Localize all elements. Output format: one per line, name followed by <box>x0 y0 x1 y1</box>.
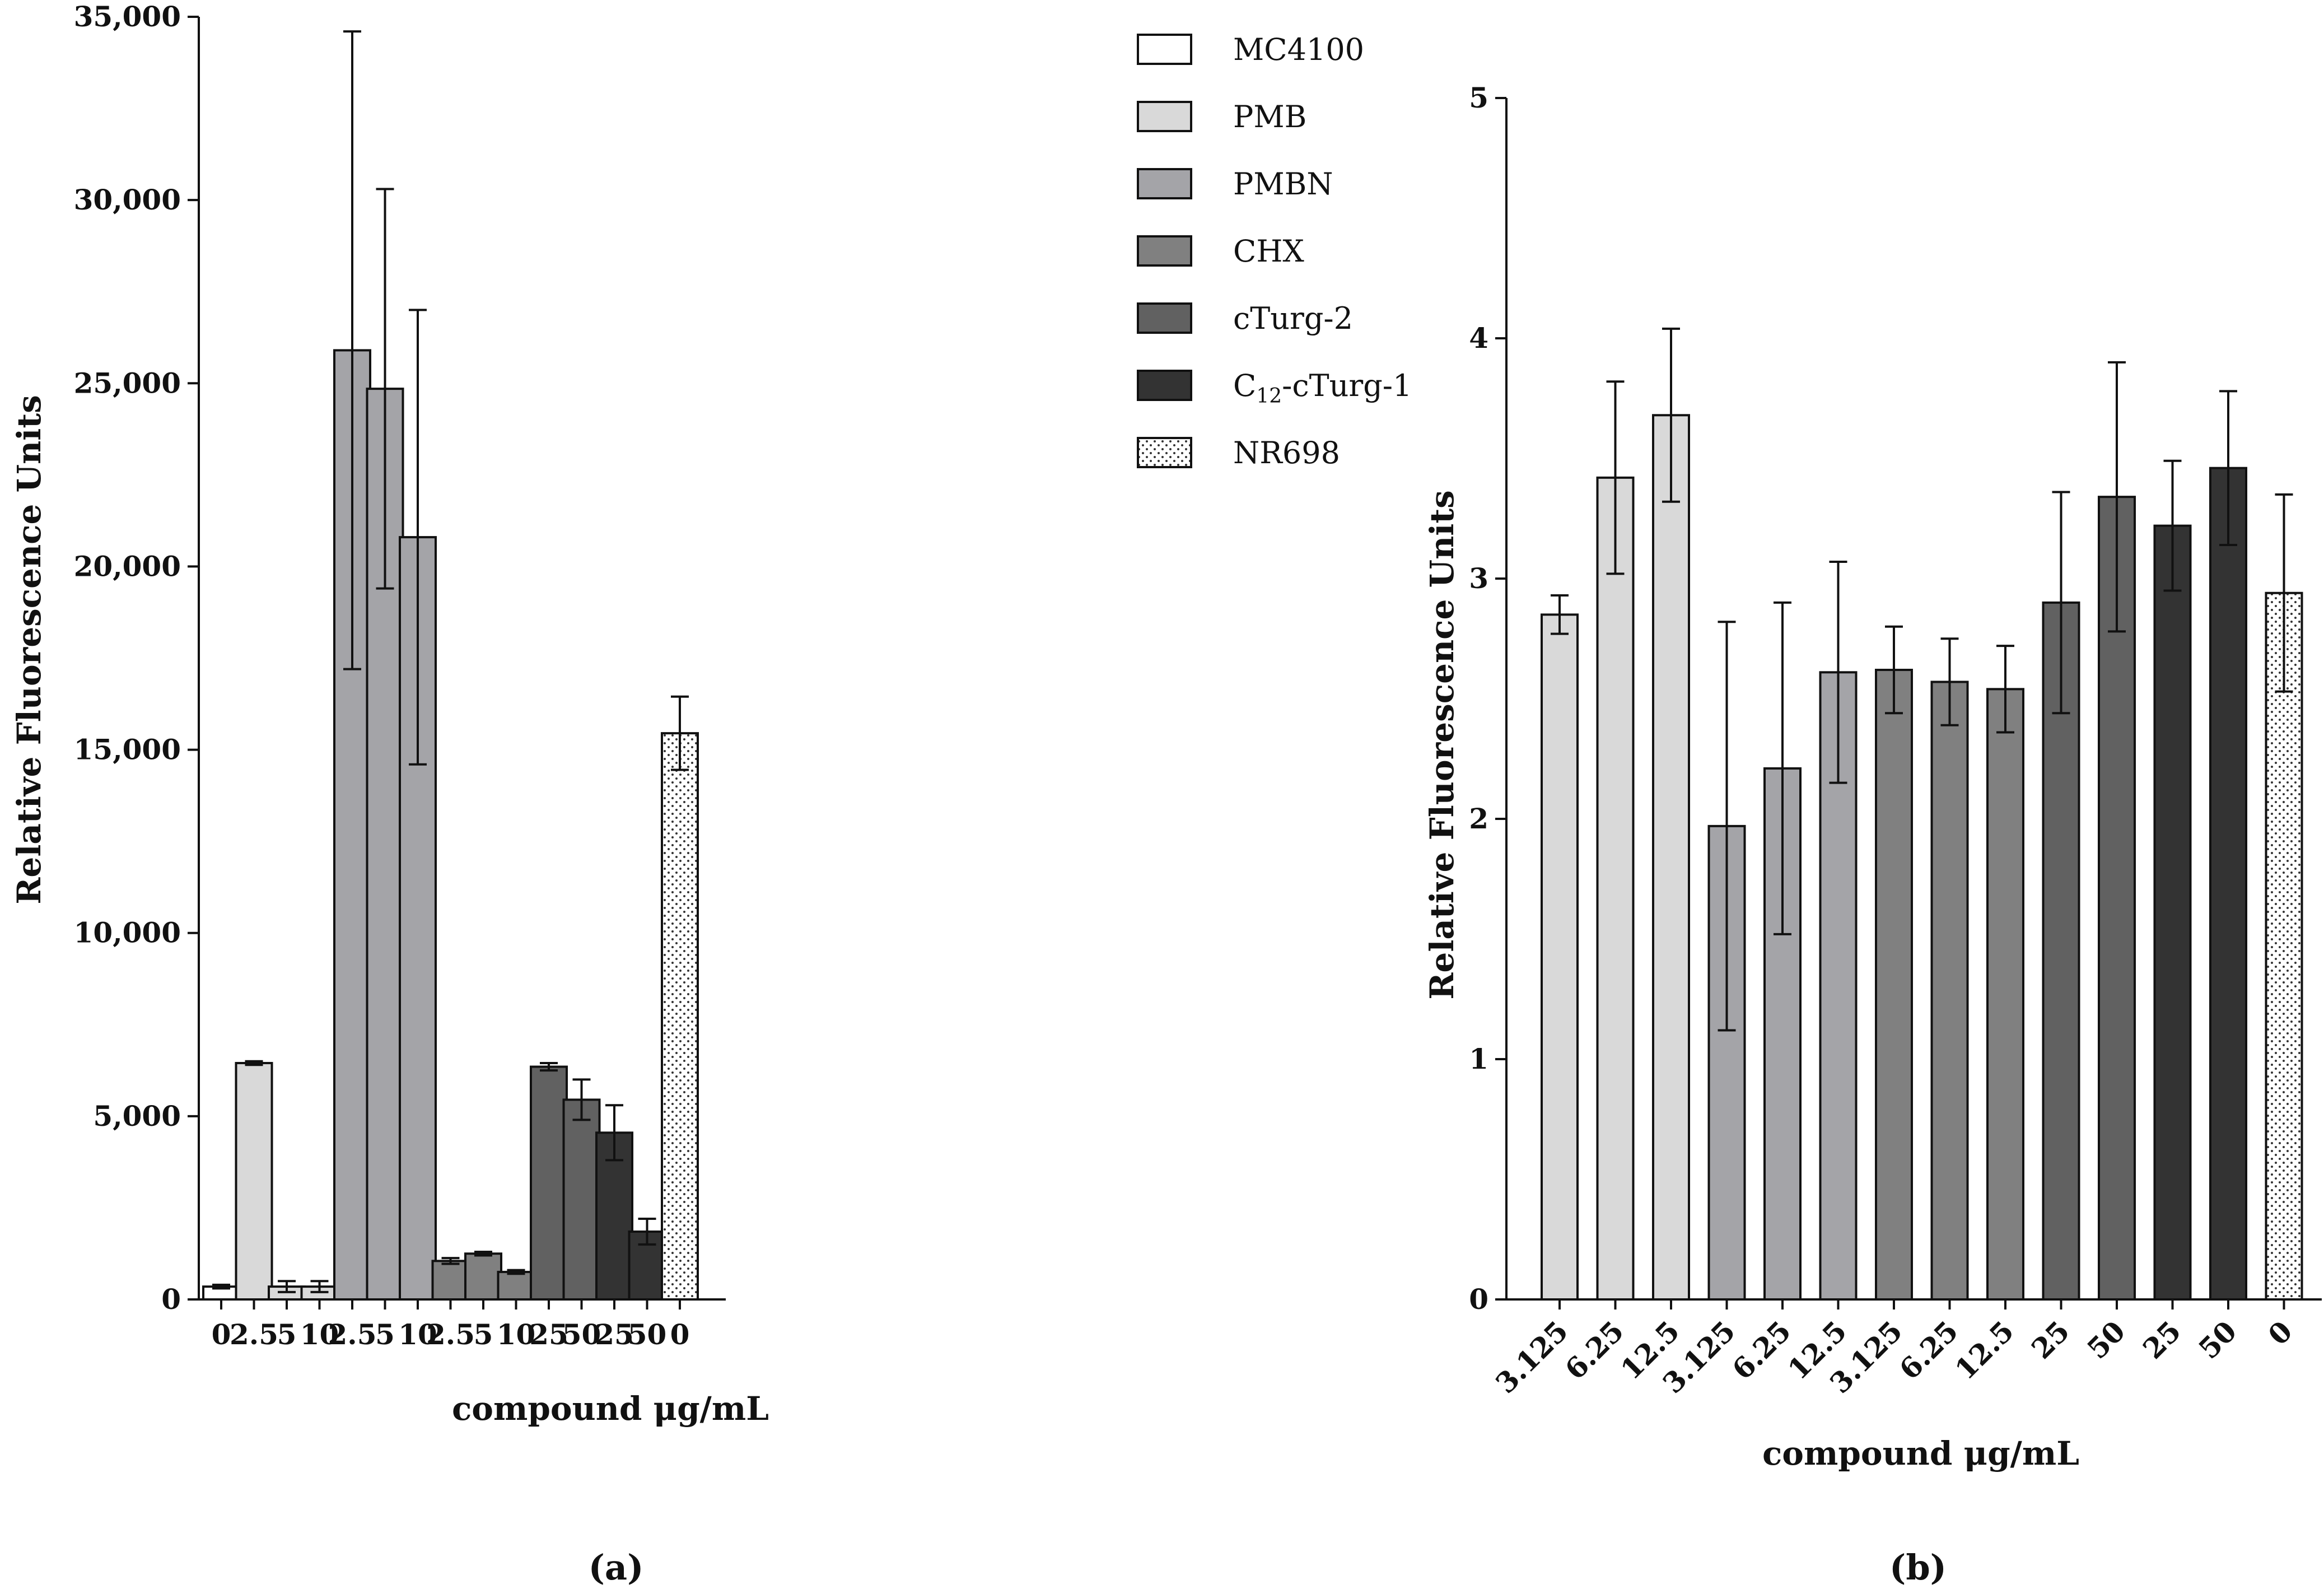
bar <box>2265 591 2303 1301</box>
x-tick-label: 5 <box>474 1318 493 1351</box>
bar <box>431 1260 470 1301</box>
x-tick-label: 0 <box>670 1318 690 1351</box>
bar <box>562 1098 601 1301</box>
x-tick-label: 50 <box>562 1318 601 1351</box>
x-tick-label: 50 <box>2081 1315 2132 1366</box>
panel-a-bars <box>202 30 699 1301</box>
x-tick-label: 12.5 <box>1949 1315 2020 1386</box>
panel-b-ylabel: Relative Fluorescence Units <box>1423 490 1461 1000</box>
x-tick-label: 2.5 <box>426 1318 475 1351</box>
x-tick-label: 50 <box>628 1318 667 1351</box>
y-tick-label: 3 <box>1469 562 1488 595</box>
legend-swatch <box>1137 370 1192 401</box>
x-tick-label: 25 <box>2136 1315 2187 1366</box>
x-tick-label: 6.25 <box>1726 1315 1798 1386</box>
legend-label: MC4100 <box>1233 32 1364 67</box>
x-tick-label: 10 <box>300 1318 339 1351</box>
y-tick-label: 0 <box>1469 1283 1488 1316</box>
legend: MC4100 PMB PMBN CHX cTurg-2 C12-cTurg-1 NR698 <box>1137 32 1412 470</box>
legend-swatch <box>1137 302 1192 334</box>
legend-label: PMBN <box>1233 166 1333 202</box>
y-tick-label: 1 <box>1469 1042 1488 1075</box>
y-tick-label: 25,000 <box>74 366 181 399</box>
bar <box>530 1065 568 1301</box>
legend-label: C12-cTurg-1 <box>1233 368 1412 408</box>
legend-swatch <box>1137 34 1192 65</box>
legend-label: NR698 <box>1233 435 1340 470</box>
x-tick-label: 6.25 <box>1558 1315 1630 1386</box>
x-tick-label: 5 <box>277 1318 297 1351</box>
y-tick-label: 0 <box>161 1283 181 1316</box>
x-tick-label: 6.25 <box>1893 1315 1964 1386</box>
bar <box>2153 524 2192 1301</box>
bar <box>1596 476 1635 1301</box>
x-tick-label: 2.5 <box>328 1318 377 1351</box>
x-tick-label: 3.125 <box>1489 1315 1574 1400</box>
legend-label: CHX <box>1233 234 1304 269</box>
legend-label: cTurg-2 <box>1233 301 1353 336</box>
bar <box>661 732 699 1301</box>
bar <box>2209 467 2247 1301</box>
x-tick-label: 10 <box>497 1318 536 1351</box>
panel-b-bars <box>1541 327 2303 1301</box>
legend-label: PMB <box>1233 99 1306 134</box>
y-tick-label: 4 <box>1469 321 1488 355</box>
y-tick-label: 5 <box>1469 81 1488 114</box>
bar <box>1875 669 1913 1301</box>
y-tick-label: 35,000 <box>74 0 181 33</box>
x-tick-label: 25 <box>595 1318 634 1351</box>
panel-a-xlabel: compound μg/mL <box>452 1390 769 1428</box>
x-tick-label: 25 <box>2025 1315 2076 1366</box>
y-tick-label: 2 <box>1469 802 1488 835</box>
x-tick-label: 2.5 <box>230 1318 278 1351</box>
x-tick-label: 10 <box>398 1318 437 1351</box>
legend-swatch <box>1137 168 1192 199</box>
y-tick-label: 10,000 <box>74 916 181 949</box>
x-tick-label: 50 <box>2192 1315 2243 1366</box>
legend-swatch <box>1137 437 1192 468</box>
bar <box>235 1061 273 1301</box>
y-tick-label: 30,000 <box>74 183 181 216</box>
panel-b-label: (b) <box>1889 1547 1947 1588</box>
x-tick-label: 5 <box>375 1318 395 1351</box>
x-tick-label: 0 <box>212 1318 231 1351</box>
x-tick-label: 0 <box>2262 1315 2299 1352</box>
y-tick-label: 5,000 <box>93 1099 181 1133</box>
bar <box>1986 688 2024 1301</box>
y-tick-label: 20,000 <box>74 549 181 583</box>
panel-a-ylabel: Relative Fluorescence Units <box>10 395 48 905</box>
bar <box>1930 681 1969 1301</box>
y-tick-label: 15,000 <box>74 733 181 766</box>
bar <box>464 1252 502 1301</box>
bar <box>497 1270 535 1301</box>
x-tick-label: 25 <box>529 1318 568 1351</box>
legend-swatch <box>1137 101 1192 132</box>
panel-b-xlabel: compound μg/mL <box>1762 1434 2079 1472</box>
bar <box>1652 414 1690 1301</box>
legend-swatch <box>1137 235 1192 267</box>
bar <box>1541 613 1579 1301</box>
panel-a-label: (a) <box>589 1547 644 1588</box>
